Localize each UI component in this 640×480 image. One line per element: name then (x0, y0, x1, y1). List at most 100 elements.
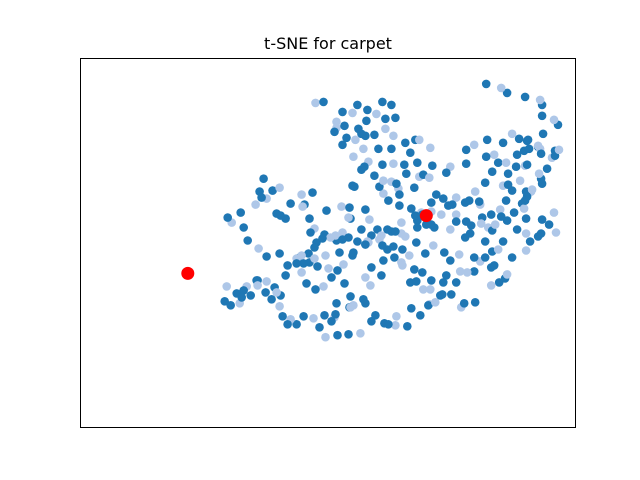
scatter-point (496, 83, 506, 93)
scatter-point (391, 227, 400, 236)
scatter-point (259, 174, 268, 183)
scatter-point (522, 160, 532, 169)
scatter-point (321, 251, 330, 260)
scatter-point (315, 323, 324, 332)
scatter-point (371, 311, 380, 320)
scatter-point (503, 169, 513, 178)
scatter-point (308, 188, 317, 197)
scatter-point (392, 312, 401, 321)
scatter-point (275, 183, 284, 192)
scatter-point (551, 228, 561, 237)
centers-layer (181, 209, 433, 280)
scatter-point (348, 181, 357, 190)
scatter-point (459, 299, 469, 308)
scatter-point (344, 330, 353, 339)
scatter-point (311, 98, 320, 108)
scatter-point (302, 279, 311, 288)
scatter-point (384, 196, 393, 205)
scatter-point (426, 285, 435, 294)
scatter-point (309, 314, 318, 323)
scatter-point (387, 100, 396, 110)
scatter-point (519, 204, 529, 213)
scatter-point (344, 213, 353, 222)
scatter-point (365, 215, 374, 224)
scatter-point (262, 277, 271, 286)
scatter-point (326, 233, 335, 242)
scatter-point (534, 169, 544, 178)
scatter-point (470, 187, 480, 196)
scatter-point (381, 114, 390, 124)
scatter-point (403, 322, 412, 331)
scatter-point (451, 278, 461, 287)
scatter-point (243, 236, 252, 245)
scatter-point (384, 320, 393, 329)
scatter-point (311, 285, 320, 294)
scatter-point (525, 237, 535, 246)
scatter-point (379, 189, 388, 198)
scatter-point (533, 141, 543, 151)
scatter-point (332, 117, 341, 127)
scatter-point (460, 198, 470, 207)
scatter-point (319, 282, 328, 291)
scatter-point (239, 223, 248, 232)
scatter-point (281, 271, 290, 280)
scatter-point (298, 202, 307, 211)
scatter-point (246, 291, 255, 300)
scatter-point (327, 317, 336, 326)
scatter-point (348, 108, 357, 118)
scatter-point (361, 299, 370, 308)
points-layer (220, 79, 564, 342)
scatter-point (253, 281, 262, 290)
scatter-point (278, 312, 287, 321)
scatter-point (390, 253, 399, 262)
scatter-point (372, 109, 381, 119)
scatter-point (527, 185, 537, 194)
scatter-point (389, 242, 398, 251)
scatter-point (331, 310, 340, 319)
scatter-point (476, 219, 486, 228)
scatter-point (378, 160, 387, 169)
scatter-point (503, 180, 513, 189)
scatter-point (415, 135, 424, 145)
scatter-point (521, 214, 531, 223)
scatter-point (480, 253, 490, 262)
scatter-point (454, 250, 464, 259)
scatter-point (322, 206, 331, 215)
scatter-point (461, 159, 471, 168)
scatter-point (501, 158, 511, 167)
scatter-point (237, 293, 246, 302)
scatter-point (338, 235, 347, 244)
scatter-point (512, 225, 522, 234)
scatter-point (400, 160, 409, 169)
scatter-point (507, 129, 517, 139)
scatter-point (370, 130, 379, 140)
scatter-point (361, 273, 370, 282)
scatter-point (366, 281, 375, 290)
scatter-point (418, 268, 427, 277)
scatter-point (349, 248, 358, 257)
scatter-point (356, 329, 365, 338)
scatter-point (283, 261, 292, 270)
scatter-point (377, 271, 386, 280)
scatter-point (431, 298, 440, 307)
scatter-point (520, 196, 530, 205)
scatter-point (502, 88, 512, 98)
scatter-point (451, 210, 461, 219)
scatter-point (363, 105, 372, 115)
scatter-point (439, 194, 448, 203)
scatter-point (318, 234, 327, 243)
scatter-point (261, 288, 270, 297)
scatter-point (351, 135, 360, 145)
scatter-point (486, 281, 496, 290)
scatter-point (378, 241, 387, 250)
scatter-point (416, 311, 425, 320)
scatter-point (537, 215, 547, 224)
scatter-point (340, 279, 349, 288)
scatter-point (327, 273, 336, 282)
scatter-point (451, 193, 461, 202)
scatter-point (370, 171, 379, 180)
scatter-point (442, 271, 451, 280)
scatter-point (292, 259, 301, 268)
scatter-point (446, 256, 455, 265)
scatter-point (267, 295, 276, 304)
